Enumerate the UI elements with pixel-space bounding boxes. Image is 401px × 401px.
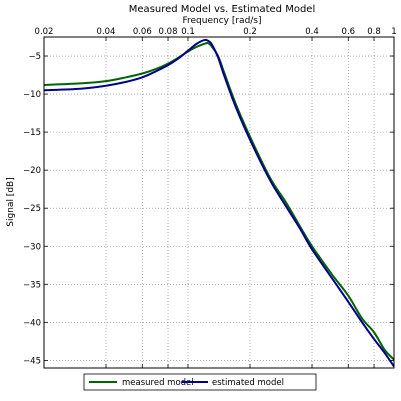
y-tick-label: −30 — [23, 242, 41, 252]
y-tick-label: −25 — [23, 204, 41, 214]
x-tick-label: 0.1 — [181, 27, 195, 37]
y-tick-label: −10 — [23, 90, 41, 100]
x-tick-label: 0.4 — [305, 27, 319, 37]
estimated-model-line — [43, 38, 395, 368]
y-tick-label: −15 — [23, 128, 41, 138]
x-tick-label: 0.02 — [35, 27, 54, 37]
legend-label-estimated-model: estimated model — [212, 378, 284, 388]
plot-frame — [43, 36, 395, 369]
chart-title: Measured Model vs. Estimated Model — [129, 4, 315, 15]
y-tick-label: −45 — [23, 356, 41, 366]
x-axis-label: Frequency [rad/s] — [182, 16, 261, 26]
x-tick-label: 1 — [391, 27, 396, 37]
x-tick-label: 0.6 — [342, 27, 356, 37]
plot-series — [43, 38, 395, 368]
y-tick-label: −20 — [23, 166, 41, 176]
axis-ticks: 0.02 0.04 0.06 0.08 0.1 0.2 0.4 0.6 0.8 1 −5 −10 −15… — [23, 27, 397, 368]
x-tick-label: 0.8 — [367, 27, 381, 37]
y-tick-label: −35 — [23, 280, 41, 290]
y-tick-label: −40 — [23, 318, 41, 328]
x-tick-label: 0.2 — [243, 27, 257, 37]
legend-label-measured-model: measured model — [122, 378, 194, 388]
x-tick-label: 0.04 — [97, 27, 116, 37]
y-tick-label: −5 — [28, 52, 41, 62]
x-tick-label: 0.06 — [133, 27, 152, 37]
x-tick-label: 0.08 — [159, 27, 178, 37]
legend: measured model estimated model — [83, 373, 317, 391]
y-axis-label: Signal [dB] — [6, 177, 16, 226]
